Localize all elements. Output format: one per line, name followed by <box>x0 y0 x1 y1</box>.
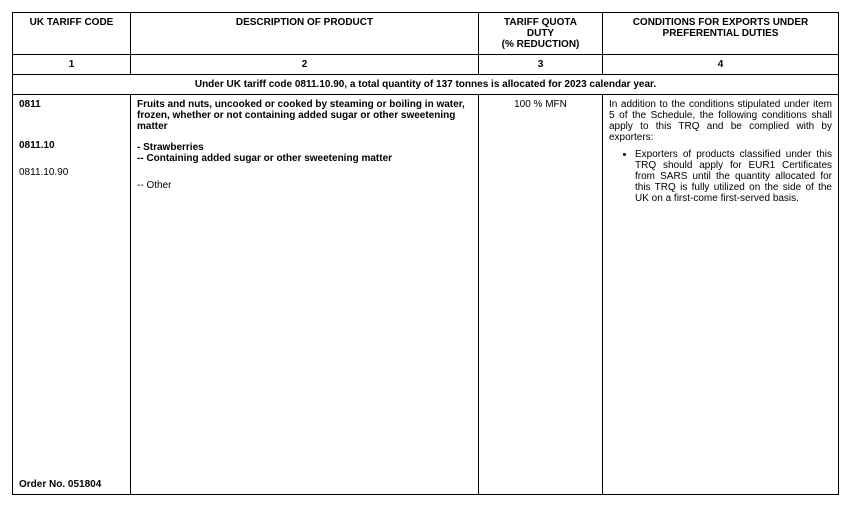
desc-line1: Fruits and nuts, uncooked or cooked by s… <box>137 99 465 132</box>
conditions-bullet-1: Exporters of products classified under t… <box>635 149 832 204</box>
allocation-row: Under UK tariff code 0811.10.90, a total… <box>13 75 839 95</box>
header-description: DESCRIPTION OF PRODUCT <box>131 13 479 55</box>
desc-line2: - Strawberries <box>137 142 204 153</box>
header-c3-line2: DUTY <box>527 28 554 39</box>
conditions-list: Exporters of products classified under t… <box>609 149 832 204</box>
conditions-cell: In addition to the conditions stipulated… <box>603 95 839 495</box>
desc-line3: -- Containing added sugar or other sweet… <box>137 153 392 164</box>
order-number: Order No. 051804 <box>19 479 101 490</box>
column-number-row: 1 2 3 4 <box>13 55 839 75</box>
colnum-4: 4 <box>603 55 839 75</box>
tariff-table: UK TARIFF CODE DESCRIPTION OF PRODUCT TA… <box>12 12 839 495</box>
tariff-codes-cell: 0811 0811.10 0811.10.90 Order No. 051804 <box>13 95 131 495</box>
colnum-2: 2 <box>131 55 479 75</box>
header-c4-line2: PREFERENTIAL DUTIES <box>663 28 779 39</box>
conditions-intro: In addition to the conditions stipulated… <box>609 99 832 143</box>
header-tariff-quota-duty: TARIFF QUOTA DUTY (% REDUCTION) <box>479 13 603 55</box>
code-0811-10: 0811.10 <box>19 140 124 151</box>
header-c3-line1: TARIFF QUOTA <box>504 17 577 28</box>
body-row: 0811 0811.10 0811.10.90 Order No. 051804… <box>13 95 839 495</box>
colnum-1: 1 <box>13 55 131 75</box>
duty-value: 100 % MFN <box>514 99 567 110</box>
colnum-3: 3 <box>479 55 603 75</box>
code-0811-10-90: 0811.10.90 <box>19 167 68 178</box>
header-row: UK TARIFF CODE DESCRIPTION OF PRODUCT TA… <box>13 13 839 55</box>
allocation-text: Under UK tariff code 0811.10.90, a total… <box>13 75 839 95</box>
header-tariff-code: UK TARIFF CODE <box>13 13 131 55</box>
duty-cell: 100 % MFN <box>479 95 603 495</box>
header-conditions: CONDITIONS FOR EXPORTS UNDER PREFERENTIA… <box>603 13 839 55</box>
header-c4-line1: CONDITIONS FOR EXPORTS UNDER <box>633 17 809 28</box>
code-0811: 0811 <box>19 99 124 110</box>
desc-line4: -- Other <box>137 180 171 191</box>
description-cell: Fruits and nuts, uncooked or cooked by s… <box>131 95 479 495</box>
header-c3-line3: (% REDUCTION) <box>502 39 580 50</box>
